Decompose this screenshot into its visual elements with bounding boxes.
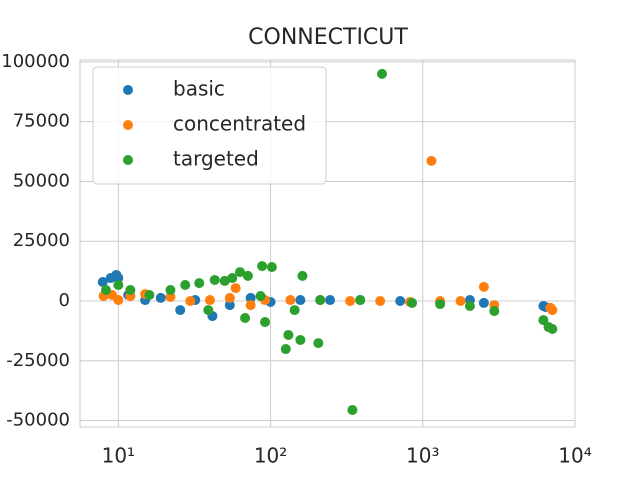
point [194, 278, 205, 289]
point [113, 273, 124, 284]
point [283, 329, 294, 340]
y-tick-label: 75000 [13, 111, 70, 132]
point [478, 297, 489, 308]
point [289, 305, 300, 316]
y-tick-label: -50000 [6, 410, 70, 431]
point [489, 306, 500, 317]
point [155, 292, 166, 303]
x-tick-label: 10² [254, 444, 287, 468]
point [435, 299, 446, 310]
x-tick-label: 10³ [406, 444, 439, 468]
point [245, 292, 256, 303]
point [224, 292, 235, 303]
point [224, 300, 235, 311]
point [113, 295, 124, 306]
point [455, 296, 466, 307]
y-tick-label: 25000 [13, 230, 70, 251]
point [297, 270, 308, 281]
point [345, 296, 356, 307]
point [113, 279, 124, 290]
point [125, 285, 136, 296]
point [295, 295, 306, 306]
point [547, 323, 558, 334]
chart-title: CONNECTICUT [248, 25, 408, 50]
point [203, 305, 214, 316]
point [219, 275, 230, 286]
point [165, 285, 176, 296]
legend-box [92, 66, 327, 185]
point [97, 276, 108, 287]
point [280, 344, 291, 355]
y-tick-label: -25000 [6, 350, 70, 371]
point [175, 305, 186, 316]
y-tick-label: 50000 [13, 170, 70, 191]
x-tick-label: 10⁴ [558, 444, 591, 468]
point [426, 155, 437, 166]
point [204, 295, 215, 306]
point [255, 290, 266, 301]
point [230, 283, 241, 294]
point [185, 296, 196, 307]
point [407, 297, 418, 308]
point [240, 312, 251, 323]
point [538, 315, 549, 326]
point [313, 338, 324, 349]
point [375, 296, 386, 307]
y-tick-label: 100000 [1, 51, 70, 72]
point [165, 291, 176, 302]
point [377, 68, 388, 79]
point [266, 262, 277, 273]
point [242, 270, 253, 281]
point [144, 290, 155, 301]
point [395, 296, 406, 307]
legend-marker [123, 120, 133, 130]
point [101, 285, 112, 296]
x-tick-label: 10¹ [102, 444, 135, 468]
point [227, 273, 238, 284]
legend-marker [123, 155, 133, 165]
point [464, 301, 475, 312]
legend-marker [123, 85, 133, 95]
point [295, 334, 306, 345]
point [245, 300, 256, 311]
point [260, 317, 271, 328]
point [209, 274, 220, 285]
point [235, 267, 246, 278]
legend-label: targeted [173, 147, 259, 171]
y-tick-label: 0 [59, 290, 70, 311]
plot-border [79, 59, 576, 428]
legend-label: basic [173, 77, 225, 101]
point [180, 279, 191, 290]
legend-label: concentrated [173, 112, 306, 136]
point [285, 295, 296, 306]
point [325, 295, 336, 306]
point [547, 305, 558, 316]
point [355, 295, 366, 306]
point [315, 295, 326, 306]
point [347, 405, 358, 416]
point [478, 281, 489, 292]
point [257, 261, 268, 272]
